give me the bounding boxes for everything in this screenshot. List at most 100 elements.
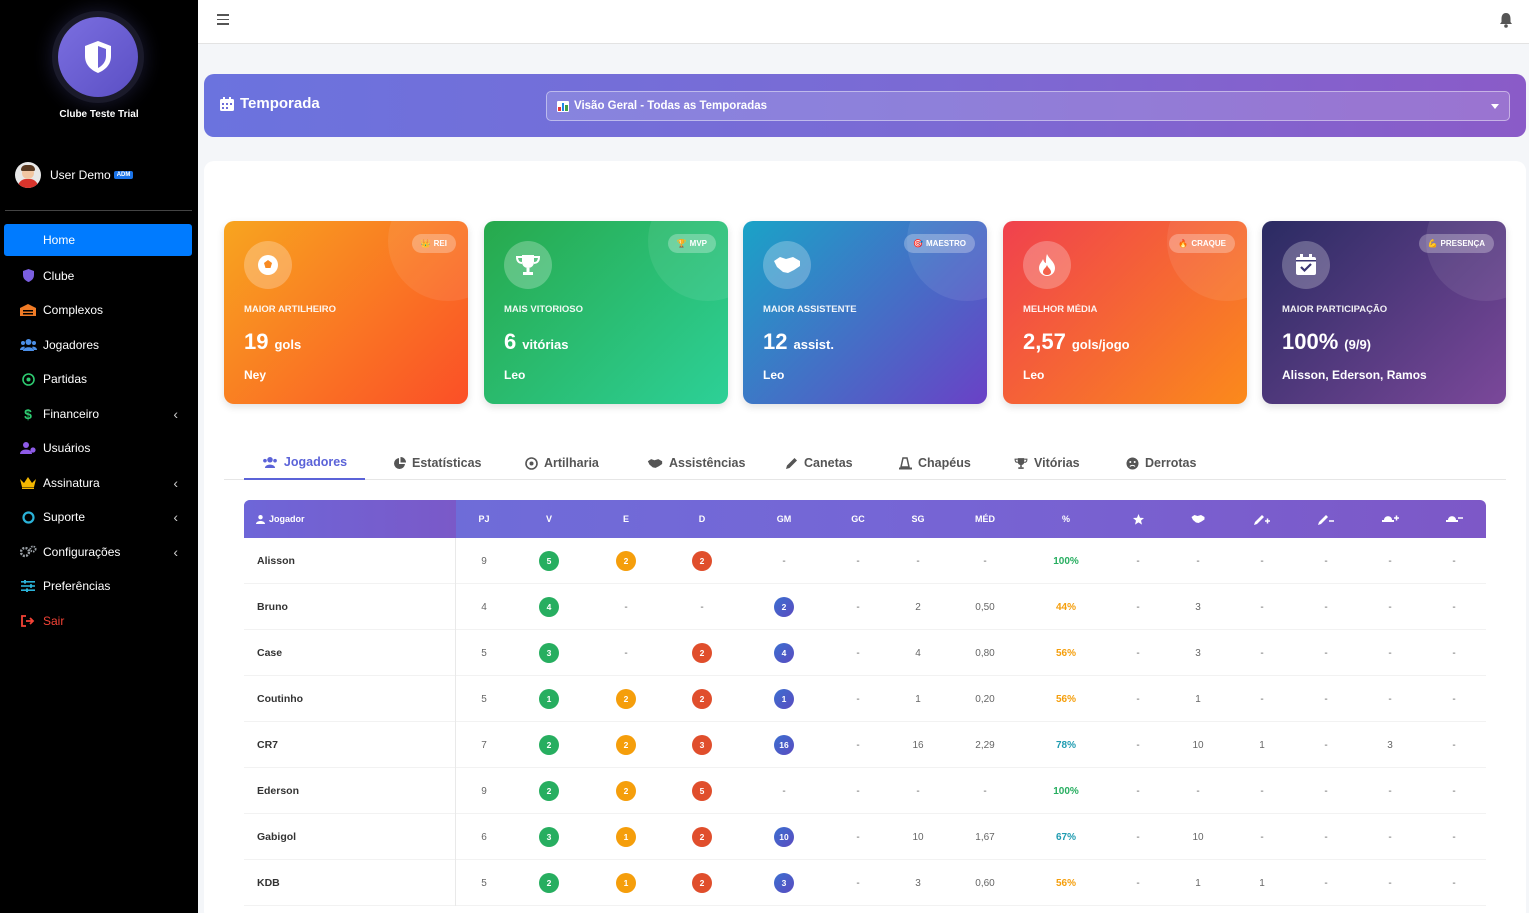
tab-canetas[interactable]: Canetas [785,446,853,480]
cell-c5: - [1388,555,1392,567]
col-header-pen-minus[interactable] [1306,500,1346,538]
player-name[interactable]: CR7 [244,722,456,768]
table-row[interactable]: Alisson 9 5 2 2 - - - - 100% - - - - - - [244,538,1486,584]
cell-gc: - [856,647,860,659]
value-badge: 2 [616,781,636,801]
soccer-ball-icon [525,456,538,470]
menu-toggle-icon[interactable] [217,14,229,28]
percentage-value: 100% [1053,785,1079,797]
sidebar-item-assinatura[interactable]: Assinatura ‹ [4,466,192,501]
table-body: Alisson 9 5 2 2 - - - - 100% - - - - - - Bruno 4 4 - - 2 - 2 0,5… [244,538,1486,906]
tab-estatisticas[interactable]: Estatísticas [393,446,481,480]
stat-label: Maior Artilheiro [244,304,337,315]
col-header-e[interactable]: E [622,514,629,524]
stat-player: Leo [1023,368,1045,382]
col-header-v[interactable]: V [545,514,552,524]
stat-card-top-scorer[interactable]: 👑 REI Maior Artilheiro 19 gols Ney [224,221,468,404]
table-row[interactable]: Ederson 9 2 2 5 - - - - 100% - - - - - - [244,768,1486,814]
calendar-icon [220,96,234,111]
sidebar-item-sair[interactable]: Sair [4,604,192,639]
player-name[interactable]: Ederson [244,768,456,814]
cell-sg: 4 [915,647,921,659]
sidebar-item-usuarios[interactable]: Usuários [4,431,192,466]
sidebar-item-complexos[interactable]: Complexos [4,293,192,328]
avatar [15,162,41,188]
cell-med: 1,67 [975,831,995,843]
col-header-pj[interactable]: PJ [478,514,490,524]
col-header-mvp[interactable] [1118,500,1158,538]
fire-icon [1023,241,1071,289]
stat-card-attendance[interactable]: 💪 PRESENÇA Maior Participação 100% (9/9) A… [1262,221,1506,404]
sidebar-item-label: Suporte [43,510,86,525]
value-badge: 1 [616,827,636,847]
stat-player: Leo [763,368,785,382]
sidebar-item-financeiro[interactable]: $ Financeiro ‹ [4,397,192,432]
cell-gm: - [782,555,786,567]
stat-card-best-avg[interactable]: 🔥 CRAQUE Melhor Média 2,57 gols/jogo Leo [1003,221,1247,404]
bell-icon[interactable] [1499,12,1513,33]
table-row[interactable]: Bruno 4 4 - - 2 - 2 0,50 44% - 3 - - - - [244,584,1486,630]
cell-c1: - [1136,601,1140,613]
player-name[interactable]: Alisson [244,538,456,584]
sidebar-item-home[interactable]: Home [4,224,192,256]
sidebar-item-preferencias[interactable]: Preferências [4,569,192,604]
tab-assistencias[interactable]: Assistências [647,446,745,480]
table-row[interactable]: Case 5 3 - 2 4 - 4 0,80 56% - 3 - - - - [244,630,1486,676]
col-header-sg[interactable]: SG [911,514,925,524]
tab-artilharia[interactable]: Artilharia [525,446,599,480]
col-header-hat-plus[interactable] [1370,500,1410,538]
player-name[interactable]: Case [244,630,456,676]
cell-med: 0,50 [975,601,995,613]
sidebar-item-suporte[interactable]: Suporte ‹ [4,500,192,535]
col-header-assist[interactable] [1178,500,1218,538]
cell-d: 5 [682,768,722,814]
tab-derrotas[interactable]: Derrotas [1126,446,1196,480]
player-name[interactable]: KDB [244,860,456,906]
stat-label: Maior Assistente [763,304,857,315]
stat-badge: 💪 PRESENÇA [1418,234,1494,253]
percentage-value: 67% [1055,831,1076,843]
sidebar-item-partidas[interactable]: Partidas [4,362,192,397]
col-header-hat-minus[interactable] [1434,500,1474,538]
table-row[interactable]: Coutinho 5 1 2 2 1 - 1 0,20 56% - 1 - - - - [244,676,1486,722]
sidebar-nav: Home Clube Complexos Jogadores Partidas … [4,224,192,638]
table-row[interactable]: CR7 7 2 2 3 16 - 16 2,29 78% - 10 1 - 3 - [244,722,1486,768]
col-header-gm[interactable]: GM [776,514,792,524]
player-name[interactable]: Bruno [244,584,456,630]
cell-c4: - [1324,831,1328,843]
stat-card-top-assist[interactable]: 🎯 MAESTRO Maior Assistente 12 assist. Leo [743,221,987,404]
col-header-jogador[interactable]: Jogador [244,500,456,538]
sidebar-item-configuracoes[interactable]: Configurações ‹ [4,535,192,570]
sidebar-item-jogadores[interactable]: Jogadores [4,328,192,363]
col-header-pct[interactable]: % [1061,514,1070,524]
col-header-d[interactable]: D [698,514,706,524]
club-logo[interactable] [58,17,138,97]
cell-gc: - [856,785,860,797]
season-select[interactable]: Visão Geral - Todas as Temporadas [546,91,1510,121]
tab-chapeus[interactable]: Chapéus [899,446,971,480]
cell-med: - [983,555,987,567]
muscle-icon: 💪 [1427,239,1438,248]
tab-jogadores[interactable]: Jogadores [244,446,365,480]
sidebar-item-clube[interactable]: Clube [4,259,192,294]
cell-pj: 6 [481,831,487,843]
crown-icon [19,476,37,489]
col-header-med[interactable]: MÉD [975,514,995,524]
player-name[interactable]: Gabigol [244,814,456,860]
stat-card-most-wins[interactable]: 🏆 MVP Mais Vitorioso 6 vitórias Leo [484,221,728,404]
col-header-pen-plus[interactable] [1242,500,1282,538]
stat-value: 100% (9/9) [1282,329,1372,354]
cell-c4: - [1324,555,1328,567]
cell-c4: - [1324,693,1328,705]
table-row[interactable]: KDB 5 2 1 2 3 - 3 0,60 56% - 1 1 - - - [244,860,1486,906]
tab-vitorias[interactable]: Vitórias [1014,446,1080,480]
cell-c5: 3 [1387,739,1393,751]
table-row[interactable]: Gabigol 6 3 1 2 10 - 10 1,67 67% - 10 - - - - [244,814,1486,860]
cell-c2: 3 [1195,601,1201,613]
col-header-gc[interactable]: GC [851,514,865,524]
value-badge: 1 [774,689,794,709]
cell-c3: 1 [1259,739,1265,751]
player-name[interactable]: Coutinho [244,676,456,722]
cell-c1: - [1136,555,1140,567]
user-panel[interactable]: User Demo ADM [15,162,134,188]
